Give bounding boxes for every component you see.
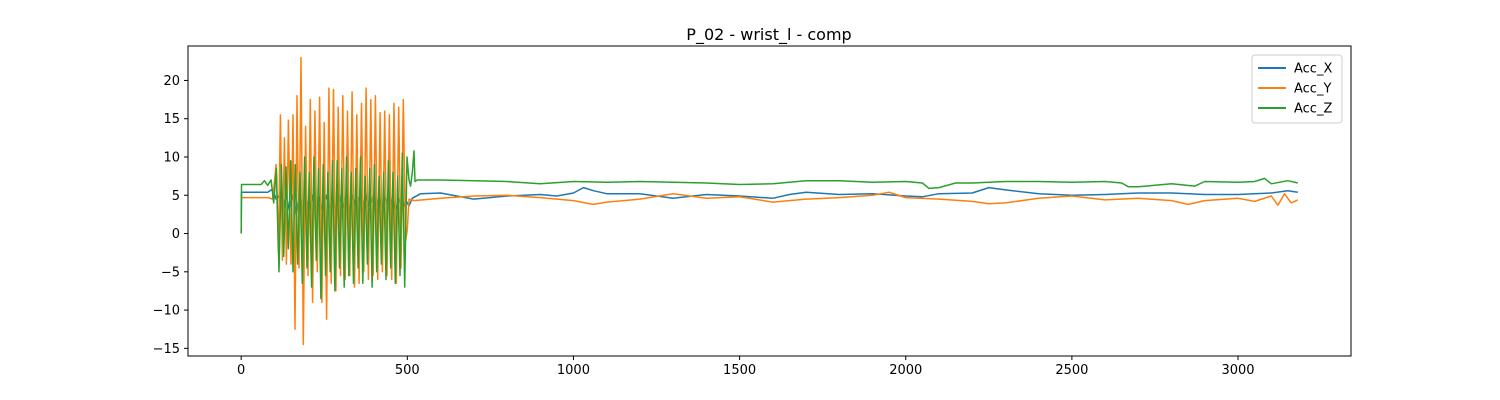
x-tick-label: 2000 bbox=[889, 363, 922, 378]
x-axis: 0 500 1000 1500 2000 2500 3000 bbox=[237, 356, 1255, 378]
series-line-acc-z bbox=[240, 150, 1298, 300]
y-tick-label: −15 bbox=[153, 342, 180, 357]
x-tick-label: 1500 bbox=[723, 363, 756, 378]
legend: Acc_X Acc_Y Acc_Z bbox=[1251, 54, 1343, 124]
y-tick-label: −10 bbox=[153, 304, 180, 319]
legend-label: Acc_X bbox=[1294, 62, 1332, 77]
y-tick-label: 5 bbox=[172, 189, 180, 204]
plot-area: 0 500 1000 1500 2000 2500 3000 −15 −10 −5 0 5 10 15 2… bbox=[153, 45, 1352, 378]
legend-label: Acc_Z bbox=[1294, 102, 1332, 117]
series-line-acc-y bbox=[241, 56, 1299, 346]
x-tick-label: 3000 bbox=[1221, 363, 1254, 378]
y-tick-label: −5 bbox=[161, 265, 180, 280]
x-tick-label: 1000 bbox=[557, 363, 590, 378]
x-tick-label: 500 bbox=[395, 363, 420, 378]
y-tick-label: 0 bbox=[172, 227, 180, 242]
chart-title: P_02 - wrist_l - comp bbox=[686, 25, 851, 45]
y-axis: −15 −10 −5 0 5 10 15 20 bbox=[153, 74, 188, 357]
plot-frame bbox=[187, 45, 1352, 357]
series-layer bbox=[240, 56, 1299, 346]
legend-box bbox=[1251, 54, 1343, 124]
x-tick-label: 0 bbox=[237, 363, 245, 378]
y-tick-label: 10 bbox=[163, 150, 180, 165]
x-tick-label: 2500 bbox=[1055, 363, 1088, 378]
y-tick-label: 20 bbox=[163, 74, 180, 89]
legend-label: Acc_Y bbox=[1294, 82, 1331, 97]
y-tick-label: 15 bbox=[163, 112, 180, 127]
